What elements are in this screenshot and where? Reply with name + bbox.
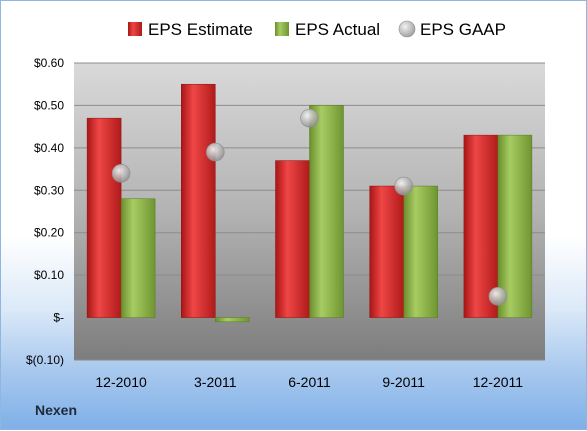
bars [86, 83, 533, 323]
bar-eps-actual [497, 134, 533, 318]
x-tick-label: 3-2011 [194, 374, 237, 390]
bar-eps-estimate [369, 185, 404, 318]
legend-label: EPS GAAP [420, 20, 506, 39]
y-tick-label: $0.40 [34, 141, 64, 155]
y-tick-label: $0.30 [34, 183, 64, 197]
bar-eps-estimate [181, 83, 216, 318]
x-tick-label: 6-2011 [288, 374, 331, 390]
y-tick-label: $0.20 [34, 226, 64, 240]
x-tick-label: 12-2011 [473, 374, 524, 390]
marker-eps-gaap [300, 108, 319, 128]
marker-eps-gaap [206, 142, 225, 162]
marker-eps-gaap [394, 176, 414, 196]
company-name: Nexen [35, 402, 78, 418]
y-tick-label: $(0.10) [26, 353, 64, 367]
legend-label: EPS Actual [295, 20, 380, 39]
y-tick-label: $0.60 [34, 56, 64, 70]
marker-eps-gaap [488, 287, 508, 306]
bar-eps-actual [120, 198, 156, 318]
y-axis: $0.60 $0.50 $0.40 $0.30 $0.20 $0.10 $- $(0.10) [26, 56, 64, 367]
bar-eps-estimate [275, 160, 310, 318]
bar-eps-estimate [86, 117, 122, 318]
bar-eps-actual [309, 105, 344, 318]
legend-label: EPS Estimate [148, 20, 253, 39]
y-tick-label: $- [53, 311, 64, 325]
legend-swatch-estimate [128, 22, 142, 36]
y-tick-label: $0.50 [34, 98, 64, 112]
bar-eps-actual [215, 317, 250, 323]
bar-eps-actual [403, 185, 438, 318]
x-tick-label: 12-2010 [95, 374, 147, 390]
gaap-markers [111, 108, 508, 306]
legend: EPS Estimate EPS Actual EPS GAAP [128, 20, 506, 39]
bar-eps-estimate [463, 134, 499, 318]
x-tick-label: 9-2011 [382, 374, 425, 390]
x-axis: 12-2010 3-2011 6-2011 9-2011 12-2011 [95, 374, 523, 390]
legend-swatch-gaap [398, 20, 416, 38]
y-tick-label: $0.10 [34, 268, 64, 282]
legend-swatch-actual [275, 22, 289, 36]
marker-eps-gaap [111, 164, 131, 183]
